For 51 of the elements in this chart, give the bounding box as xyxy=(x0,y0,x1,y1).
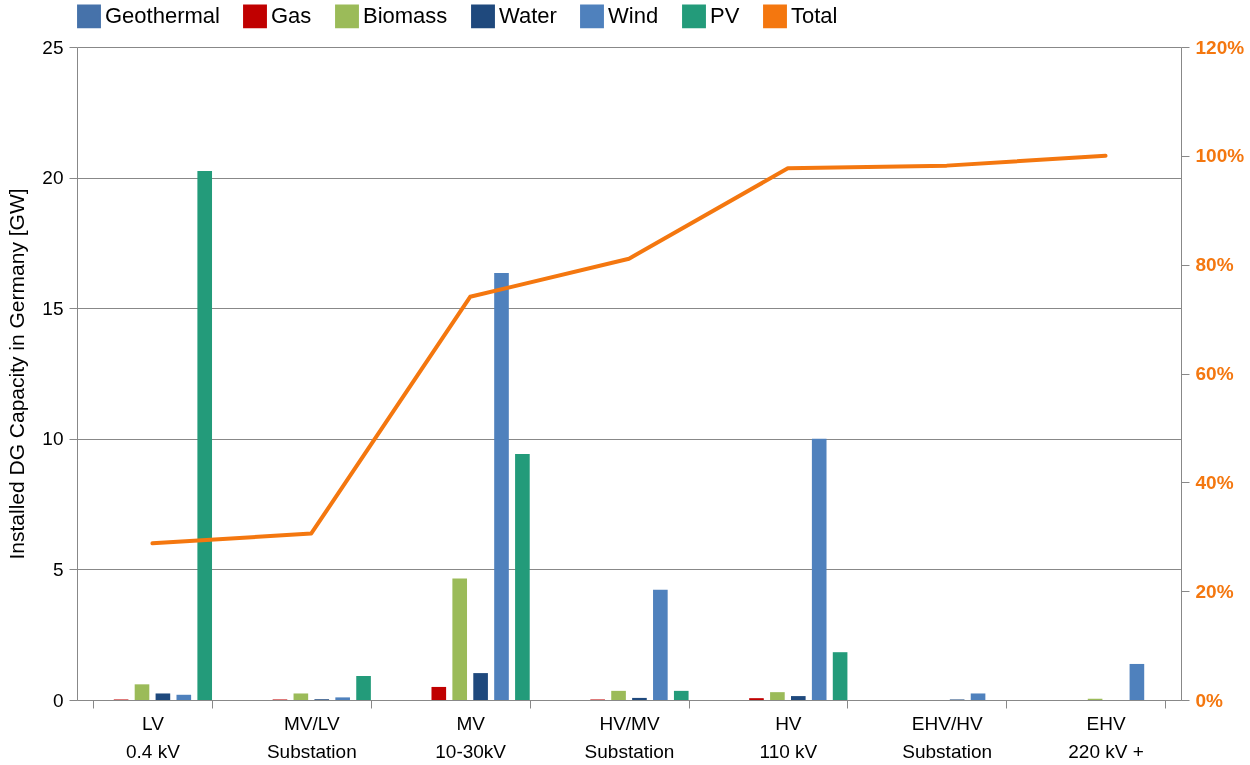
bar xyxy=(452,578,468,700)
bar xyxy=(197,171,213,700)
x-tick-label: EHV 220 kV + xyxy=(1068,712,1144,762)
bar xyxy=(832,652,848,700)
y-tick-label: 15 xyxy=(42,297,64,319)
y-axis-title: Installed DG Capacity in Germany [GW] xyxy=(5,188,29,560)
bar xyxy=(356,675,371,700)
legend-label: Geothermal xyxy=(105,3,220,29)
bar xyxy=(770,692,785,700)
y-tick-label: 0 xyxy=(52,689,64,711)
legend-label: Gas xyxy=(271,3,312,29)
y2-tick-label: 120% xyxy=(1195,36,1245,58)
x-tick-label: MV/LV Substation xyxy=(266,712,357,762)
y-tick-label: 5 xyxy=(52,558,64,580)
bar xyxy=(473,673,488,700)
x-tick-label: HV/MV Substation xyxy=(584,712,675,762)
x-tick-label: LV 0.4 kV xyxy=(126,712,181,762)
legend-label: Wind xyxy=(608,3,659,29)
x-tick-label: MV 10-30kV xyxy=(435,712,507,762)
bar xyxy=(494,272,509,700)
bar xyxy=(1129,663,1145,700)
y2-tick-label: 40% xyxy=(1195,471,1234,493)
x-tick-label: HV 110 kV xyxy=(759,712,818,762)
y2-tick-label: 20% xyxy=(1195,580,1234,602)
bar xyxy=(611,690,626,700)
bar xyxy=(673,690,689,700)
bar xyxy=(176,694,192,700)
y2-tick-label: 100% xyxy=(1195,145,1245,167)
y2-tick-label: 0% xyxy=(1195,689,1224,711)
legend-label: Biomass xyxy=(363,3,448,29)
bar xyxy=(653,589,668,700)
legend-label: Water xyxy=(499,3,557,29)
y2-tick-label: 60% xyxy=(1195,363,1234,384)
bar xyxy=(632,697,647,700)
legend-label: Total xyxy=(791,3,838,29)
x-tick-label: EHV/HV Substation xyxy=(902,712,993,762)
bar xyxy=(515,453,530,700)
bar xyxy=(155,693,171,700)
legend-label: PV xyxy=(710,3,740,29)
y-tick-label: 10 xyxy=(42,428,64,450)
y-tick-label: 25 xyxy=(42,36,64,58)
y2-tick-label: 80% xyxy=(1195,254,1234,276)
y-tick-label: 20 xyxy=(42,167,64,189)
bar xyxy=(790,696,806,700)
line-series xyxy=(150,153,1108,546)
bar xyxy=(134,684,150,700)
bar xyxy=(293,693,309,700)
bar xyxy=(811,438,827,700)
bar xyxy=(970,693,986,700)
bar xyxy=(335,697,350,700)
bar xyxy=(431,686,447,700)
